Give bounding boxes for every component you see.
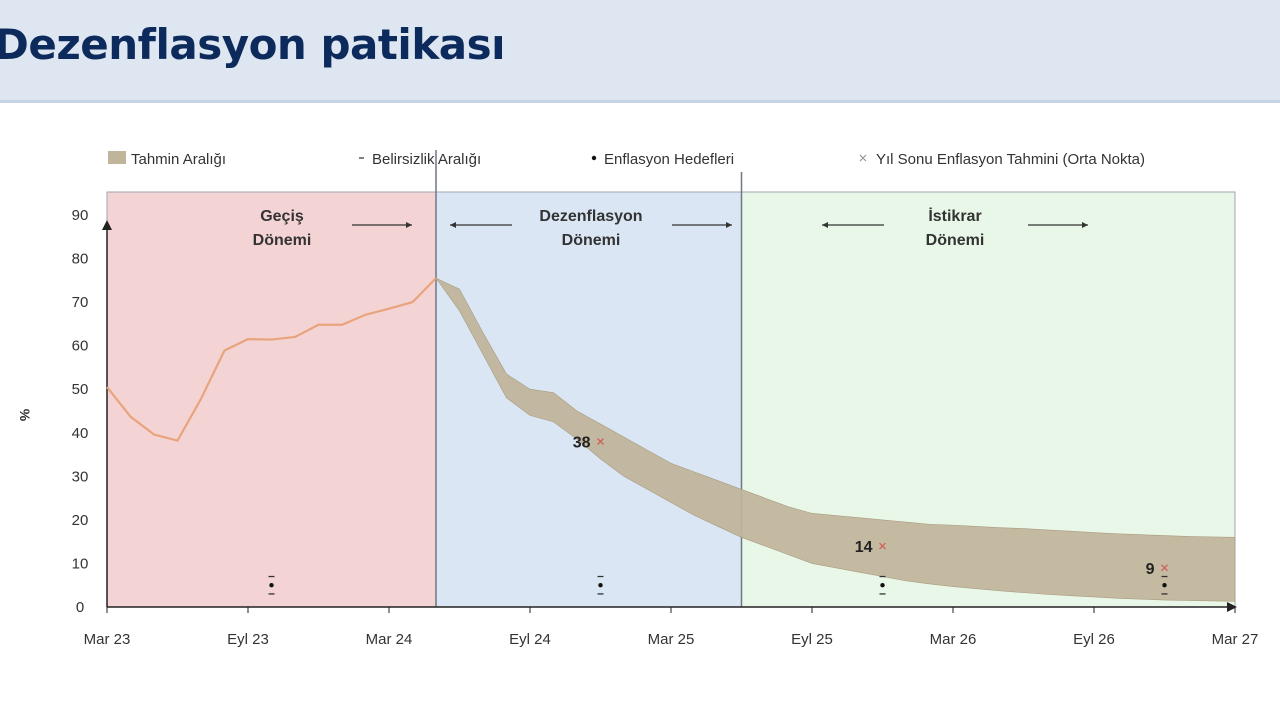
legend-item: Belirsizlik Aralığı xyxy=(372,151,481,168)
page-header: Dezenflasyon patikası xyxy=(0,0,1280,103)
x-tick-label: Eyl 26 xyxy=(1073,631,1115,648)
y-tick-label: 70 xyxy=(72,294,89,311)
x-tick-label: Eyl 24 xyxy=(509,631,551,648)
arrow-head-icon xyxy=(450,222,456,228)
x-tick-label: Mar 26 xyxy=(930,631,977,648)
y-axis-arrow-icon xyxy=(102,220,112,230)
x-tick-label: Eyl 25 xyxy=(791,631,833,648)
page-title: Dezenflasyon patikası xyxy=(0,20,506,69)
y-tick-label: 60 xyxy=(72,338,89,355)
period-label-transition: Dönemi xyxy=(253,232,312,249)
x-tick-label: Mar 25 xyxy=(648,631,695,648)
y-tick-label: 20 xyxy=(72,512,89,529)
y-tick-label: 0 xyxy=(76,599,84,616)
year-end-forecast-marker xyxy=(597,438,604,445)
arrow-head-icon xyxy=(822,222,828,228)
period-label-stability: İstikrar xyxy=(928,207,981,225)
year-end-forecast-marker xyxy=(1161,564,1168,572)
dot-icon xyxy=(591,155,597,161)
year-end-forecast-marker xyxy=(879,542,886,550)
y-tick-label: 80 xyxy=(72,251,89,268)
actual-inflation-line xyxy=(106,277,437,442)
legend-item: Enflasyon Hedefleri xyxy=(604,151,734,168)
legend-item: Yıl Sonu Enflasyon Tahmini (Orta Nokta) xyxy=(876,151,1145,168)
y-tick-label: 30 xyxy=(72,468,89,485)
target-dot xyxy=(269,583,274,588)
arrow-head-icon xyxy=(1082,222,1088,228)
legend-item: Tahmin Aralığı xyxy=(131,151,226,168)
forecast-band xyxy=(435,277,1236,602)
y-tick-label: 10 xyxy=(72,555,89,572)
x-marker-icon xyxy=(859,154,867,162)
x-tick-label: Mar 23 xyxy=(84,631,131,648)
arrow-head-icon xyxy=(406,222,412,228)
transition-period-bg xyxy=(106,191,437,608)
x-tick-label: Mar 27 xyxy=(1212,631,1259,648)
y-tick-label: 90 xyxy=(72,207,89,224)
period-label-disinflation: Dönemi xyxy=(562,232,621,249)
x-tick-label: Mar 24 xyxy=(366,631,413,648)
period-label-stability: Dönemi xyxy=(926,232,985,249)
band-swatch-icon xyxy=(108,151,126,164)
target-dot xyxy=(880,583,885,588)
year-end-forecast-label: 9 xyxy=(1146,561,1155,578)
x-axis-arrow-icon xyxy=(1227,602,1237,612)
y-axis-label: % xyxy=(17,409,33,422)
year-end-forecast-label: 14 xyxy=(855,539,873,556)
target-dot xyxy=(1162,583,1167,588)
arrow-head-icon xyxy=(726,222,732,228)
period-label-transition: Geçiş xyxy=(260,208,304,225)
y-tick-label: 40 xyxy=(72,425,89,442)
disinflation-period-bg xyxy=(435,191,742,608)
period-label-disinflation: Dezenflasyon xyxy=(539,208,642,225)
y-tick-label: 50 xyxy=(72,381,89,398)
target-dot xyxy=(598,583,603,588)
year-end-forecast-label: 38 xyxy=(573,434,591,451)
x-tick-label: Eyl 23 xyxy=(227,631,269,648)
